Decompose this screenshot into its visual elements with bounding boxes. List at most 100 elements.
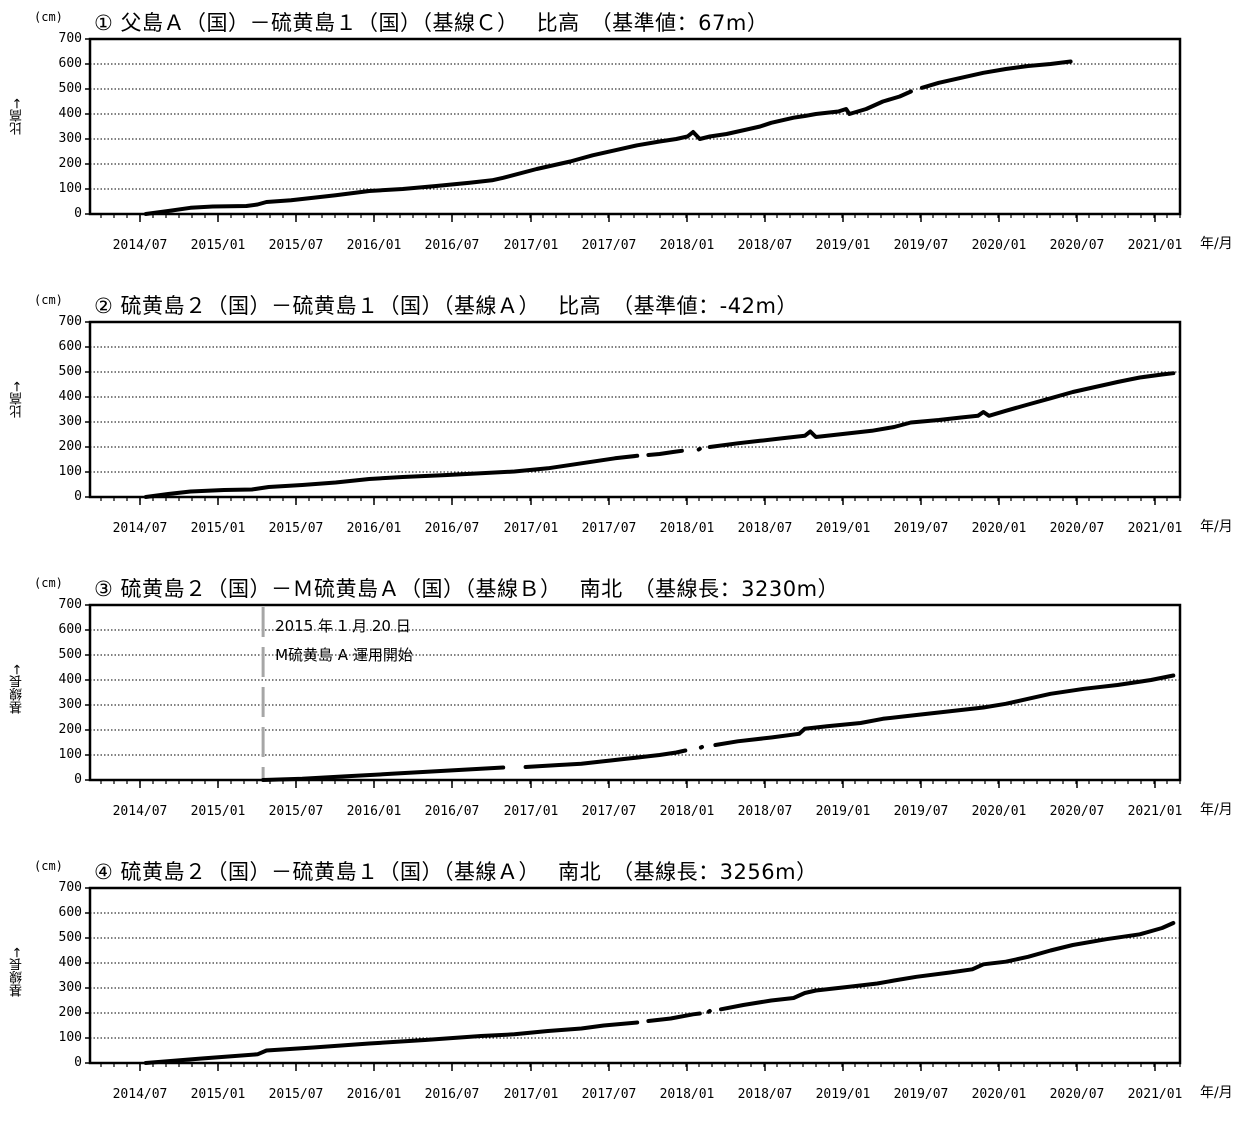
y-tick-label: 400	[58, 955, 82, 970]
y-tick-label: 0	[74, 772, 82, 787]
y-tick-label: 700	[58, 31, 82, 46]
chart-panel-3: (cm) ③ 硫黄島２（国）－Ｍ硫黄島Ａ（国）（基線Ｂ） 南北 （基線長：3230…	[0, 566, 1255, 849]
chart-panel-1: (cm) ① 父島Ａ（国）－硫黄島１（国）（基線Ｃ） 比高 （基準値：67m） 比高…	[0, 0, 1255, 283]
series-line-segment	[719, 921, 1176, 1012]
x-tick-label: 2016/07	[424, 521, 480, 536]
plot-frame	[88, 886, 1182, 1065]
x-tick-label: 2021/01	[1127, 238, 1183, 253]
annotation-text-line2: M硫黄島 A 運用開始	[275, 646, 413, 664]
y-axis-label: 比高→	[10, 98, 25, 135]
y-tick-label: 400	[58, 389, 82, 404]
x-tick-label: 2018/01	[659, 804, 715, 819]
x-tick-label: 2015/07	[268, 1087, 324, 1102]
x-tick-label: 2015/07	[268, 804, 324, 819]
x-tick-label: 2016/07	[424, 804, 480, 819]
x-tick-label: 2019/07	[893, 238, 949, 253]
y-tick-label: 300	[58, 980, 82, 995]
y-tick-label: 500	[58, 647, 82, 662]
x-tick-label: 2019/07	[893, 521, 949, 536]
x-tick-label: 2015/01	[190, 238, 246, 253]
y-tick-label: 400	[58, 106, 82, 121]
series-line-segment	[143, 1020, 640, 1065]
y-tick-label: 200	[58, 1005, 82, 1020]
y-tick-label: 100	[58, 1030, 82, 1045]
x-tick-label: 2021/01	[1127, 804, 1183, 819]
plot-area	[85, 603, 1182, 788]
series-line-segment	[713, 673, 1176, 747]
x-axis-label: 年/月	[1200, 1085, 1233, 1101]
y-axis-label: 基線長→	[10, 664, 25, 714]
x-tick-label: 2019/07	[893, 1087, 949, 1102]
chart-title: ① 父島Ａ（国）－硫黄島１（国）（基線Ｃ） 比高 （基準値：67m）	[94, 11, 769, 35]
x-axis-label: 年/月	[1200, 519, 1233, 535]
y-tick-label: 200	[58, 722, 82, 737]
chart-title: ④ 硫黄島２（国）－硫黄島１（国）（基線Ａ） 南北 （基線長：3256m）	[94, 860, 818, 884]
plot-frame	[88, 37, 1182, 216]
chart-panel-4: (cm) ④ 硫黄島２（国）－硫黄島１（国）（基線Ａ） 南北 （基線長：3256m…	[0, 849, 1255, 1132]
x-tick-label: 2019/07	[893, 804, 949, 819]
y-tick-label: 500	[58, 930, 82, 945]
x-tick-label: 2020/01	[971, 804, 1027, 819]
y-tick-label: 0	[74, 1055, 82, 1070]
x-tick-label: 2020/07	[1049, 1087, 1105, 1102]
y-tick-label: 700	[58, 314, 82, 329]
x-tick-label: 2016/01	[346, 238, 402, 253]
plot-area	[85, 320, 1182, 505]
chart-title: ③ 硫黄島２（国）－Ｍ硫黄島Ａ（国）（基線Ｂ） 南北 （基線長：3230m）	[94, 577, 840, 601]
x-tick-label: 2014/07	[112, 238, 168, 253]
x-tick-label: 2016/01	[346, 804, 402, 819]
x-tick-label: 2021/01	[1127, 1087, 1183, 1102]
series-line-segment	[143, 453, 640, 499]
plot-area	[85, 886, 1182, 1071]
y-tick-label: 100	[58, 747, 82, 762]
x-tick-label: 2017/01	[503, 1087, 559, 1102]
y-axis-label: 比高→	[10, 381, 25, 418]
x-tick-label: 2019/01	[815, 238, 871, 253]
y-unit-label: (cm)	[34, 576, 63, 590]
y-tick-label: 200	[58, 156, 82, 171]
y-tick-label: 500	[58, 364, 82, 379]
y-tick-label: 200	[58, 439, 82, 454]
y-tick-label: 700	[58, 880, 82, 895]
x-tick-label: 2018/01	[659, 521, 715, 536]
x-tick-label: 2014/07	[112, 1087, 168, 1102]
x-tick-label: 2018/07	[737, 238, 793, 253]
x-tick-label: 2014/07	[112, 804, 168, 819]
x-tick-label: 2020/07	[1049, 521, 1105, 536]
x-tick-label: 2018/07	[737, 1087, 793, 1102]
series-line-segment	[646, 1011, 702, 1023]
annotation-text-line1: 2015 年 1 月 20 日	[275, 617, 411, 635]
y-tick-label: 0	[74, 489, 82, 504]
y-tick-label: 100	[58, 464, 82, 479]
y-unit-label: (cm)	[34, 859, 63, 873]
x-tick-label: 2017/07	[581, 238, 637, 253]
x-tick-label: 2020/01	[971, 1087, 1027, 1102]
x-tick-label: 2017/07	[581, 804, 637, 819]
x-tick-label: 2015/07	[268, 521, 324, 536]
y-axis-label: 基線長→	[10, 947, 25, 997]
y-tick-label: 300	[58, 697, 82, 712]
x-tick-label: 2020/01	[971, 521, 1027, 536]
series-line-segment	[646, 448, 684, 457]
x-tick-label: 2017/01	[503, 804, 559, 819]
x-tick-label: 2019/01	[815, 521, 871, 536]
y-tick-label: 600	[58, 622, 82, 637]
y-tick-label: 100	[58, 181, 82, 196]
y-unit-label: (cm)	[34, 10, 63, 24]
chart-title: ② 硫黄島２（国）－硫黄島１（国）（基線Ａ） 比高 （基準値：-42m）	[94, 294, 798, 318]
series-line-segment	[707, 371, 1176, 449]
x-tick-label: 2016/01	[346, 521, 402, 536]
y-tick-label: 600	[58, 339, 82, 354]
series-line-segment	[696, 446, 702, 452]
x-tick-label: 2017/07	[581, 1087, 637, 1102]
y-tick-label: 0	[74, 206, 82, 221]
x-tick-label: 2014/07	[112, 521, 168, 536]
x-tick-label: 2018/01	[659, 238, 715, 253]
x-tick-label: 2015/01	[190, 1087, 246, 1102]
x-tick-label: 2018/07	[737, 521, 793, 536]
x-tick-label: 2017/01	[503, 521, 559, 536]
y-tick-label: 300	[58, 414, 82, 429]
x-tick-label: 2020/07	[1049, 804, 1105, 819]
x-tick-label: 2019/01	[815, 1087, 871, 1102]
y-tick-label: 600	[58, 56, 82, 71]
